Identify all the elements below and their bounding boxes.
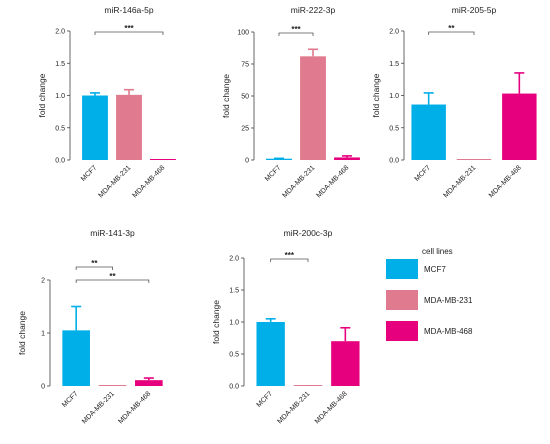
y-tick-label: 75 — [241, 62, 249, 69]
bar-mda-mb-468 — [331, 341, 360, 386]
bar-mcf7 — [82, 95, 108, 160]
significance-bracket — [75, 266, 113, 270]
x-tick-label-mda-mb-231: MDA-MB-231 — [81, 390, 116, 425]
y-tick-label: 25 — [241, 126, 249, 133]
y-tick-label: 0.5 — [389, 125, 399, 132]
legend-label-mda-mb-231: MDA-MB-231 — [424, 296, 473, 305]
significance-bracket — [94, 31, 164, 35]
y-tick-label: 2 — [41, 278, 45, 285]
legend: cell lines MCF7 MDA-MB-231 MDA-MB-468 — [386, 247, 473, 341]
significance-label: ** — [448, 24, 455, 33]
legend-swatch-mda-mb-231 — [386, 290, 418, 310]
y-tick-label: 2.0 — [229, 256, 239, 263]
x-tick-label-mda-mb-231: MDA-MB-231 — [97, 164, 132, 199]
x-tick-label-mda-mb-468: MDA-MB-468 — [117, 390, 152, 425]
significance-label: *** — [124, 24, 134, 33]
x-tick-label-mda-mb-468: MDA-MB-468 — [488, 164, 523, 199]
y-tick-label: 1.5 — [55, 61, 65, 68]
significance-label: *** — [291, 25, 301, 34]
significance-bracket — [75, 279, 150, 283]
x-tick-label-mcf7: MCF7 — [414, 164, 432, 182]
bar-mda-mb-468 — [334, 157, 360, 160]
x-tick-label-mcf7: MCF7 — [256, 390, 274, 408]
significance-label: ** — [109, 272, 116, 281]
y-tick-label: 1.0 — [229, 320, 239, 327]
y-axis-label: fold change — [371, 73, 381, 117]
y-tick-label: 1 — [41, 331, 45, 338]
chart-title: miR-146a-5p — [104, 5, 153, 15]
bar-mcf7 — [62, 330, 90, 386]
x-tick-label-mda-mb-231: MDA-MB-231 — [281, 164, 316, 199]
x-tick-label-mda-mb-231: MDA-MB-231 — [442, 164, 477, 199]
bar-mda-mb-231 — [116, 94, 142, 160]
y-tick-label: 0.0 — [55, 158, 65, 165]
legend-item-mda-mb-231: MDA-MB-231 — [386, 290, 473, 310]
bar-mda-mb-468 — [135, 380, 163, 386]
significance-bracket — [278, 32, 314, 36]
y-tick-label: 50 — [241, 94, 249, 101]
chart-mir-146a-5p: miR-146a-5p fold change 0.0 0.5 1.0 1.5 2.0 MCF… — [37, 5, 176, 199]
y-tick-label: 1.5 — [229, 288, 239, 295]
legend-label-mda-mb-468: MDA-MB-468 — [424, 327, 473, 336]
y-tick-label: 0 — [245, 158, 249, 165]
legend-swatch-mda-mb-468 — [386, 321, 418, 341]
bar-mcf7 — [266, 158, 292, 160]
y-tick-label: 0.5 — [229, 352, 239, 359]
legend-item-mda-mb-468: MDA-MB-468 — [386, 321, 473, 341]
legend-swatch-mcf7 — [386, 259, 418, 279]
x-tick-label-mda-mb-468: MDA-MB-468 — [131, 164, 166, 199]
bar-mda-mb-231 — [98, 385, 127, 386]
chart-mir-141-3p: miR-141-3p fold change 0 1 2 MCF7 MDA-MB-231 MD… — [17, 228, 163, 425]
bar-mcf7 — [411, 104, 446, 160]
chart-mir-205-5p: miR-205-5p fold change 0.0 0.5 1.0 1.5 2.0 MCF7… — [371, 5, 537, 199]
y-tick-label: 0.0 — [229, 384, 239, 391]
bar-mcf7 — [256, 322, 285, 386]
y-axis-label: fold change — [211, 300, 221, 344]
bar-mda-mb-231 — [300, 56, 326, 160]
legend-label-mcf7: MCF7 — [424, 265, 446, 274]
significance-bracket — [270, 258, 309, 262]
x-tick-label-mda-mb-231: MDA-MB-231 — [276, 390, 311, 425]
y-tick-label: 1.0 — [389, 93, 399, 100]
x-tick-label-mcf7: MCF7 — [264, 164, 282, 182]
y-axis-label: fold change — [17, 311, 27, 355]
significance-bracket — [428, 31, 475, 35]
significance-label: *** — [285, 251, 295, 260]
y-tick-label: 1.0 — [55, 93, 65, 100]
y-tick-label: 100 — [237, 30, 249, 37]
bar-mda-mb-231 — [293, 385, 323, 386]
bar-mda-mb-468 — [150, 159, 176, 160]
x-tick-label-mda-mb-468: MDA-MB-468 — [315, 164, 350, 199]
legend-item-mcf7: MCF7 — [386, 259, 446, 279]
chart-mir-200c-3p: miR-200c-3p fold change 0.0 0.5 1.0 1.5 2.0 MCF… — [211, 228, 360, 425]
chart-title: miR-141-3p — [90, 228, 135, 238]
significance-label: ** — [91, 259, 98, 268]
x-tick-label-mda-mb-468: MDA-MB-468 — [314, 390, 349, 425]
chart-title: miR-200c-3p — [284, 228, 333, 238]
y-axis-label: fold change — [37, 73, 47, 117]
y-tick-label: 0 — [41, 384, 45, 391]
y-tick-label: 1.5 — [389, 61, 399, 68]
y-tick-label: 2.0 — [55, 29, 65, 36]
bar-mda-mb-468 — [502, 93, 537, 160]
y-axis-label: fold change — [221, 74, 231, 118]
y-tick-label: 2.0 — [389, 29, 399, 36]
bar-mda-mb-231 — [456, 159, 492, 160]
y-tick-label: 0.0 — [389, 158, 399, 165]
y-tick-label: 0.5 — [55, 125, 65, 132]
x-tick-label-mcf7: MCF7 — [80, 164, 98, 182]
legend-title: cell lines — [422, 247, 453, 256]
chart-panels: miR-146a-5p fold change 0.0 0.5 1.0 1.5 2.0 MCF… — [17, 5, 537, 425]
chart-title: miR-222-3p — [291, 5, 336, 15]
x-tick-label-mcf7: MCF7 — [61, 390, 79, 408]
chart-title: miR-205-5p — [452, 5, 497, 15]
